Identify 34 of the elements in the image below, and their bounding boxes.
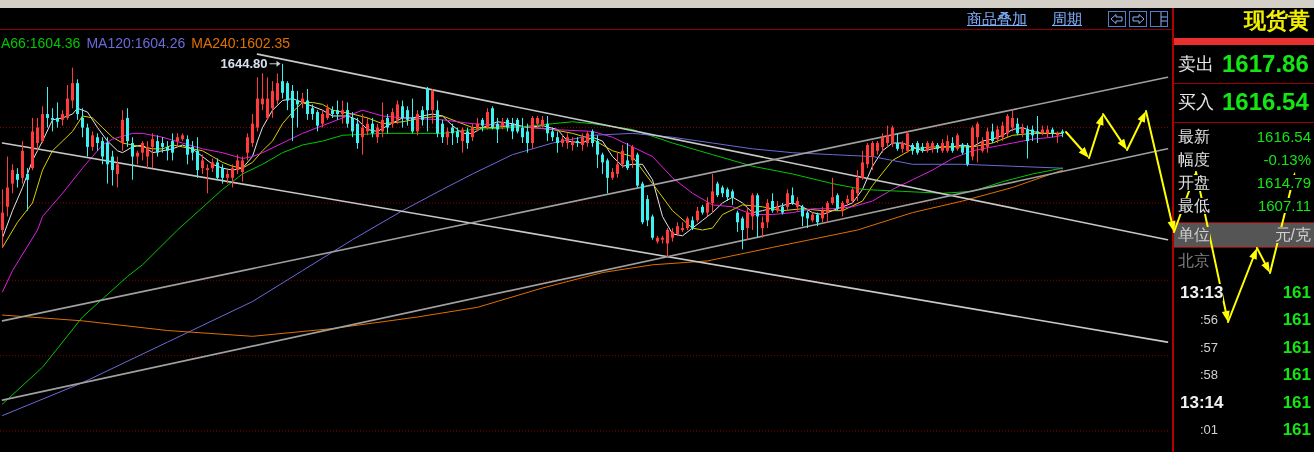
text: 元/克 [1274,226,1311,243]
text: 单位 [1178,226,1210,243]
text: 卖出 [1178,54,1214,74]
text: MA120:1604.26 [86,35,186,51]
text: 161 [1282,365,1311,385]
text: 161 [1282,283,1311,302]
text: 商品叠加 [967,10,1027,28]
text: 最低 [1178,196,1210,214]
text: :57 [1200,339,1219,355]
text: 13:13 [1180,283,1224,302]
text: A66:1604.36 [1,35,81,51]
text: MA240:1602.35 [191,35,291,51]
text: 1616.54 [1256,128,1311,145]
text: 现货黄 [1244,8,1310,33]
text: :58 [1200,367,1219,383]
text: 1607.11 [1257,197,1311,214]
text: :01 [1200,422,1219,437]
text: 13:14 [1180,392,1224,412]
text: 1617.86 [1222,50,1309,77]
text: 买入 [1178,92,1214,112]
text: 161 [1282,310,1311,330]
text: 1614.79 [1256,174,1311,191]
text: 开盘 [1178,173,1210,191]
text: 161 [1282,337,1311,357]
text: 周期 [1052,10,1082,28]
text: 北京 [1178,252,1210,269]
text: 1616.54 [1222,88,1309,115]
text: 161 [1282,420,1311,439]
text: -0.13% [1263,151,1311,168]
annotation: 1644.80 [220,56,268,72]
text: :56 [1200,312,1219,328]
text: 161 [1282,392,1311,412]
text: 最新 [1178,127,1210,145]
text: 幅度 [1178,150,1210,168]
